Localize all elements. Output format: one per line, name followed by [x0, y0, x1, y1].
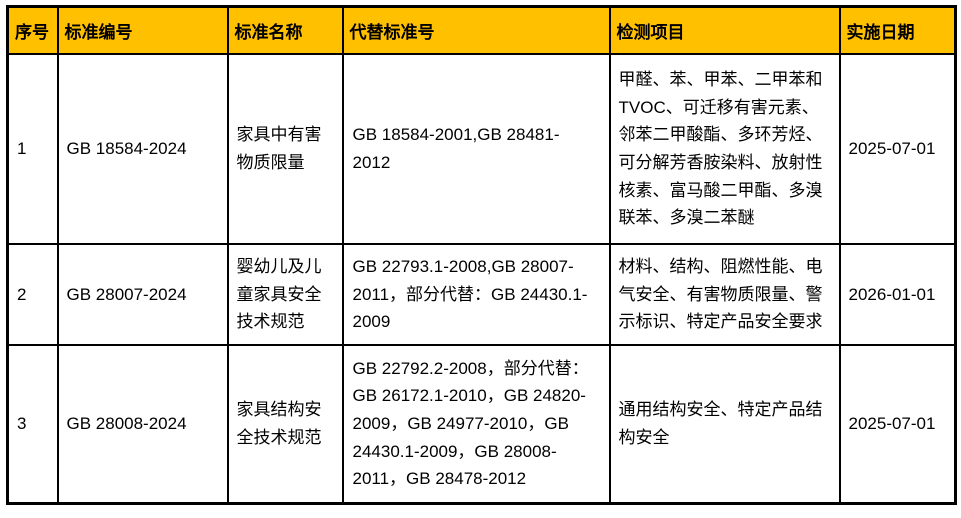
- standards-table: 序号 标准编号 标准名称 代替标准号 检测项目 实施日期 1 GB 18584-…: [6, 5, 957, 505]
- cell-implementation-date: 2025-07-01: [838, 344, 957, 504]
- header-serial-number: 序号: [6, 5, 59, 55]
- cell-standard-code: GB 28007-2024: [56, 243, 229, 346]
- cell-standard-code: GB 18584-2024: [56, 53, 229, 245]
- header-test-items: 检测项目: [608, 5, 841, 55]
- cell-standard-name: 婴幼儿及儿童家具安全技术规范: [226, 243, 344, 346]
- cell-serial-number: 3: [6, 344, 59, 504]
- cell-standard-name: 家具中有害物质限量: [226, 53, 344, 245]
- cell-replaced-standards: GB 22792.2-2008，部分代替：GB 26172.1-2010，GB …: [341, 344, 611, 504]
- header-standard-name: 标准名称: [226, 5, 344, 55]
- cell-implementation-date: 2025-07-01: [838, 53, 957, 245]
- cell-implementation-date: 2026-01-01: [838, 243, 957, 346]
- table-header-row: 序号 标准编号 标准名称 代替标准号 检测项目 实施日期: [6, 5, 957, 55]
- cell-standard-code: GB 28008-2024: [56, 344, 229, 504]
- header-implementation-date: 实施日期: [838, 5, 957, 55]
- cell-serial-number: 2: [6, 243, 59, 346]
- cell-test-items: 通用结构安全、特定产品结构安全: [608, 344, 841, 504]
- table-row: 2 GB 28007-2024 婴幼儿及儿童家具安全技术规范 GB 22793.…: [6, 243, 957, 346]
- cell-test-items: 材料、结构、阻燃性能、电气安全、有害物质限量、警示标识、特定产品安全要求: [608, 243, 841, 346]
- cell-replaced-standards: GB 22793.1-2008,GB 28007-2011，部分代替：GB 24…: [341, 243, 611, 346]
- table-row: 1 GB 18584-2024 家具中有害物质限量 GB 18584-2001,…: [6, 53, 957, 245]
- header-replaced-standards: 代替标准号: [341, 5, 611, 55]
- header-standard-code: 标准编号: [56, 5, 229, 55]
- cell-standard-name: 家具结构安全技术规范: [226, 344, 344, 504]
- cell-serial-number: 1: [6, 53, 59, 245]
- cell-replaced-standards: GB 18584-2001,GB 28481-2012: [341, 53, 611, 245]
- table-row: 3 GB 28008-2024 家具结构安全技术规范 GB 22792.2-20…: [6, 344, 957, 504]
- cell-test-items: 甲醛、苯、甲苯、二甲苯和TVOC、可迁移有害元素、邻苯二甲酸酯、多环芳烃、可分解…: [608, 53, 841, 245]
